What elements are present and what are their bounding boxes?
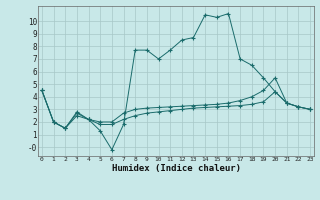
- X-axis label: Humidex (Indice chaleur): Humidex (Indice chaleur): [111, 164, 241, 173]
